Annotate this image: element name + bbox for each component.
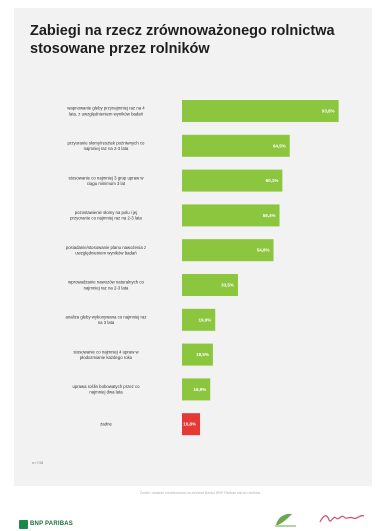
value-label-3: 58,4% bbox=[263, 213, 276, 218]
signature-logo-icon bbox=[319, 514, 365, 523]
bar-8 bbox=[182, 378, 211, 401]
category-label-6: analiza gleby wykonywana co najmniej raz… bbox=[66, 315, 147, 326]
value-label-4: 54,8% bbox=[257, 248, 270, 253]
category-label-3: pozostawienie słomy na polu i jej przyora… bbox=[70, 210, 142, 221]
bar-7 bbox=[182, 343, 213, 366]
value-label-5: 33,5% bbox=[221, 283, 234, 288]
value-label-1: 64,5% bbox=[273, 143, 286, 148]
bar-6 bbox=[182, 308, 216, 331]
bar-1 bbox=[182, 134, 290, 157]
value-label-9: 10,8% bbox=[183, 422, 196, 427]
bnp-logo-icon bbox=[19, 520, 28, 529]
value-label-8: 16,9% bbox=[193, 387, 206, 392]
bnp-logo-text: BNP PARIBAS bbox=[30, 521, 73, 527]
value-label-7: 18,5% bbox=[196, 352, 209, 357]
bar-9 bbox=[182, 413, 201, 436]
category-label-5: wprowadzanie nawozów naturalnych co najmn… bbox=[68, 280, 144, 291]
category-label-1: przyoranie słomy/resztek pożniwnych co na… bbox=[68, 141, 146, 152]
category-label-7: stosowanie co najmniej 4 upraw w płodozmi… bbox=[73, 349, 139, 360]
bar-chart: 93,8% wapnowanie gleby przynajmniej raz n… bbox=[66, 100, 339, 436]
leaf-logo-icon bbox=[275, 513, 296, 527]
sample-size-note: n=748 bbox=[32, 460, 44, 465]
footer: BNP PARIBAS bbox=[0, 500, 391, 531]
category-label-0: wapnowanie gleby przynajmniej raz na 4 la… bbox=[67, 106, 145, 117]
bar-5 bbox=[182, 274, 238, 296]
value-label-2: 60,1% bbox=[266, 178, 279, 183]
value-label-0: 93,8% bbox=[322, 109, 335, 114]
category-label-2: stosowanie co najmniej 3 grup upraw w cią… bbox=[69, 175, 145, 186]
category-label-9: żadne bbox=[100, 422, 112, 427]
value-label-6: 19,9% bbox=[198, 317, 211, 322]
bar-4 bbox=[182, 239, 274, 262]
chart-title: Zabiegi na rzecz zrównoważonego rolnictw… bbox=[30, 23, 335, 57]
source-note: Źródło: badanie zrealizowane na zlecenie… bbox=[139, 491, 261, 495]
chart-card: Zabiegi na rzecz zrównoważonego rolnictw… bbox=[14, 8, 372, 486]
bar-0 bbox=[182, 100, 339, 122]
bar-3 bbox=[182, 204, 280, 227]
bar-2 bbox=[182, 169, 283, 192]
category-label-8: uprawa roślin bobowatych przez co najmnie… bbox=[72, 384, 140, 395]
